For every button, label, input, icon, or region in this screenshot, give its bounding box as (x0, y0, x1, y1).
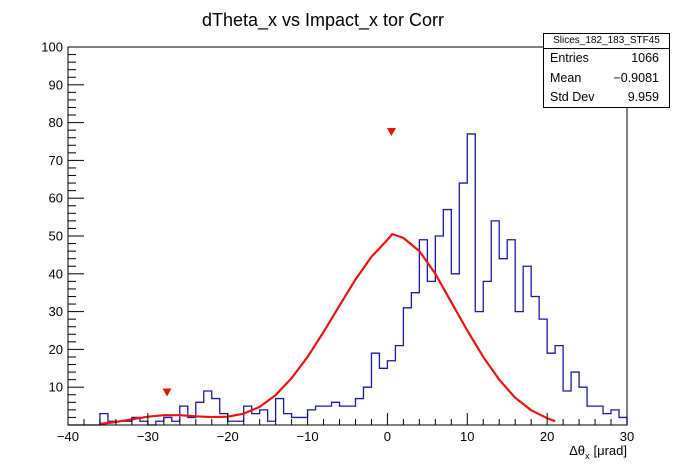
stats-box-title: Slices_182_183_STF45 (544, 34, 669, 49)
stats-row-stddev: Std Dev 9.959 (544, 88, 669, 108)
axes: −40 −30 −20 −10 0 10 20 30 10 20 30 40 50 60 70 80 90 100 (41, 40, 634, 445)
histogram-bin (571, 372, 579, 425)
histogram-bin (316, 406, 324, 425)
histogram-bin (300, 417, 308, 425)
x-tick-label: 0 (384, 429, 391, 444)
histogram-bin (579, 387, 587, 425)
stats-value: 1066 (631, 51, 659, 65)
histogram-bin (411, 293, 419, 425)
histogram-bin (332, 402, 340, 425)
x-tick-label: −20 (217, 429, 239, 444)
histogram-bin (308, 410, 316, 425)
histogram-bin (164, 417, 172, 425)
stats-box: Slices_182_183_STF45 Entries 1066 Mean −… (543, 33, 670, 108)
histogram-bin (395, 346, 403, 425)
histogram-bin (387, 361, 395, 425)
histogram-bin (204, 391, 212, 425)
histogram-bin (419, 240, 427, 425)
histogram-bin (523, 266, 531, 425)
histogram-bin (284, 414, 292, 425)
histogram-bin (467, 134, 475, 425)
histogram-bin (619, 417, 627, 425)
histogram-bin (403, 308, 411, 425)
peak-marker (162, 388, 172, 397)
histogram-bin (348, 406, 356, 425)
chart-title: dTheta_x vs Impact_x tor Corr (202, 10, 444, 31)
x-tick-label: 30 (620, 429, 634, 444)
x-tick-label: 10 (460, 429, 474, 444)
histogram-bin (212, 399, 220, 425)
x-axis-label-main: Δθ (569, 443, 585, 458)
y-tick-label: 30 (49, 304, 63, 319)
histogram-bin (276, 399, 284, 425)
histogram-bin (443, 210, 451, 425)
histogram-bin (355, 399, 363, 425)
stats-label: Mean (550, 70, 582, 85)
histogram-bin (611, 410, 619, 425)
x-tick-label: −10 (297, 429, 319, 444)
histogram-bin (435, 236, 443, 425)
histogram-bin (427, 281, 435, 425)
histogram-bin (379, 368, 387, 425)
x-axis-label: Δθx [μrad] (569, 443, 627, 461)
fit-curve (99, 233, 556, 425)
histogram-bin (475, 312, 483, 425)
x-tick-label: −30 (137, 429, 159, 444)
x-axis-label-unit: [μrad] (593, 443, 627, 458)
histogram-bin (459, 183, 467, 425)
stats-value: −0.9081 (613, 70, 659, 85)
stats-row-mean: Mean −0.9081 (544, 69, 669, 89)
histogram-bin (531, 296, 539, 425)
histogram-bin (499, 259, 507, 425)
stats-label: Entries (550, 51, 589, 65)
histogram-bin (595, 406, 603, 425)
histogram-bin (587, 406, 595, 425)
histogram-bin (563, 391, 571, 425)
stats-value: 9.959 (627, 90, 659, 104)
y-tick-label: 70 (49, 153, 63, 168)
stats-label: Std Dev (550, 90, 595, 104)
histogram-bin (220, 414, 228, 425)
histogram-bin (547, 353, 555, 425)
y-tick-label: 60 (49, 191, 63, 206)
histogram-bin (340, 406, 348, 425)
histogram-bin (603, 414, 611, 425)
histogram-bin (324, 406, 332, 425)
peak-marker (386, 128, 396, 137)
histogram-bin (188, 417, 196, 425)
histogram-bin (371, 353, 379, 425)
plot-area (68, 128, 628, 426)
histogram-bin (515, 312, 523, 425)
histogram-bin (539, 319, 547, 425)
histogram-bin (451, 274, 459, 425)
stats-row-entries: Entries 1066 (544, 49, 669, 69)
histogram-bin (196, 402, 204, 425)
histogram-bin (363, 387, 371, 425)
y-tick-label: 20 (49, 342, 63, 357)
histogram-bin (491, 221, 499, 425)
y-tick-label: 100 (41, 40, 63, 55)
y-tick-label: 90 (49, 77, 63, 92)
y-tick-label: 80 (49, 115, 63, 130)
y-tick-label: 50 (49, 229, 63, 244)
x-tick-label: −40 (57, 429, 79, 444)
x-axis-label-subscript: x (585, 451, 590, 461)
y-tick-label: 10 (49, 380, 63, 395)
histogram-bin (244, 406, 252, 425)
y-tick-label: 40 (49, 266, 63, 281)
histogram-bin (555, 346, 563, 425)
histogram-bin (252, 414, 260, 425)
x-tick-label: 20 (540, 429, 554, 444)
histogram-bin (292, 417, 300, 425)
histogram-outline (68, 133, 628, 426)
histogram-bin (483, 281, 491, 425)
histogram-bin (260, 410, 268, 425)
